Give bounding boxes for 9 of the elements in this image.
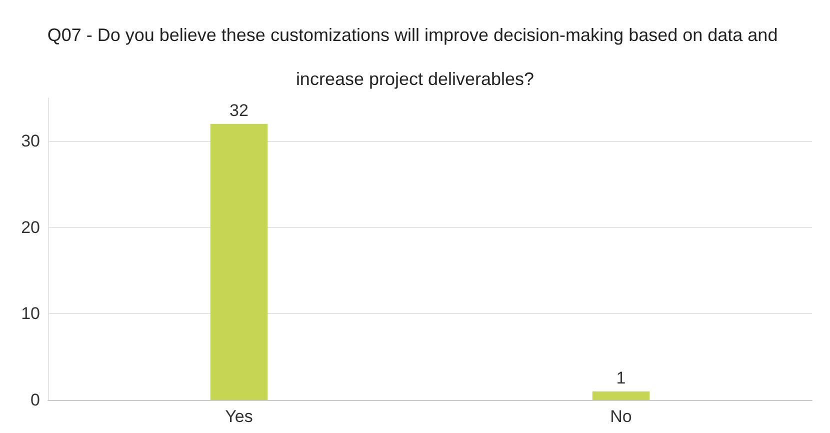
y-tick-label: 30: [21, 132, 40, 151]
y-tick-label: 0: [30, 390, 40, 410]
y-tick-label: 10: [21, 304, 40, 324]
chart-title: Q07 - Do you believe these customizations will improve decision-making based on data and increase project deliverables?: [47, 25, 778, 89]
data-label: 32: [230, 100, 248, 120]
x-tick-label: Yes: [225, 407, 253, 426]
data-label: 1: [616, 368, 626, 388]
y-tick-label: 20: [21, 218, 40, 237]
x-tick-label: No: [610, 407, 632, 426]
